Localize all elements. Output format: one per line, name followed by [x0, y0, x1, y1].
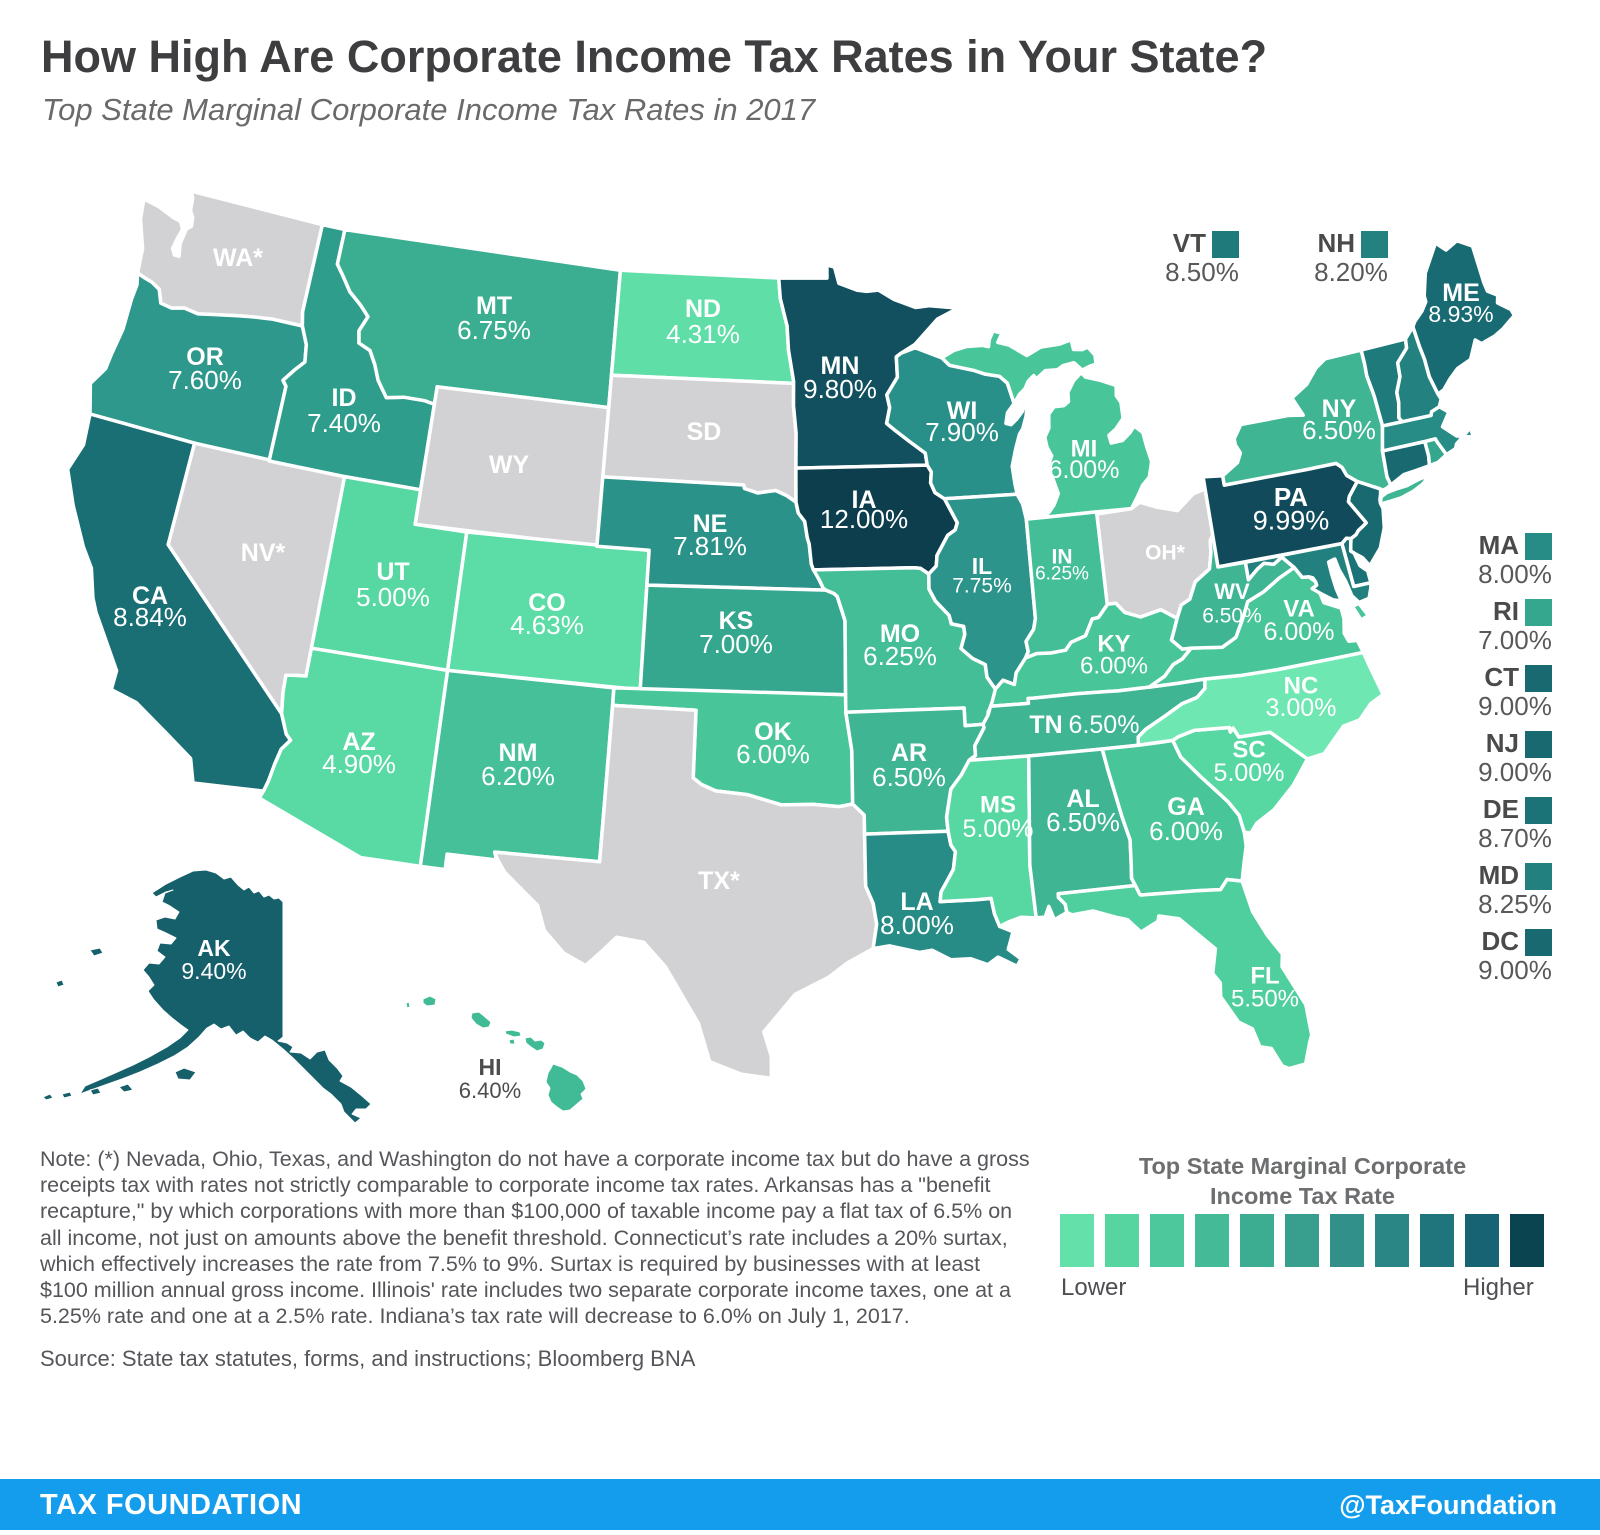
svg-text:OH*: OH* [1145, 542, 1186, 565]
svg-text:NE: NE [693, 510, 728, 538]
svg-text:6.75%: 6.75% [457, 315, 531, 345]
svg-text:WY: WY [489, 451, 530, 479]
svg-text:7.75%: 7.75% [952, 575, 1012, 598]
svg-text:RI: RI [1493, 596, 1519, 626]
svg-text:7.60%: 7.60% [168, 365, 242, 395]
svg-text:NV*: NV* [241, 539, 286, 567]
svg-text:GA: GA [1167, 793, 1205, 821]
svg-text:6.40%: 6.40% [459, 1078, 521, 1103]
svg-text:MO: MO [880, 620, 920, 648]
svg-text:WV: WV [1214, 579, 1250, 604]
svg-text:6.20%: 6.20% [481, 761, 555, 791]
svg-text:UT: UT [376, 558, 409, 586]
svg-text:6.00%: 6.00% [1080, 653, 1148, 680]
svg-text:9.80%: 9.80% [803, 374, 877, 404]
svg-text:SC: SC [1232, 737, 1265, 764]
svg-text:DE: DE [1483, 794, 1519, 824]
svg-text:6.50%: 6.50% [1069, 711, 1140, 739]
svg-text:HI: HI [479, 1054, 502, 1080]
svg-text:FL: FL [1250, 963, 1279, 990]
svg-text:6.25%: 6.25% [863, 641, 937, 671]
svg-text:4.31%: 4.31% [666, 319, 740, 349]
svg-text:SD: SD [687, 418, 722, 446]
svg-text:AR: AR [891, 739, 927, 767]
svg-text:8.25%: 8.25% [1478, 889, 1552, 919]
svg-text:5.50%: 5.50% [1231, 986, 1299, 1013]
svg-text:6.50%: 6.50% [1302, 415, 1376, 445]
svg-text:9.99%: 9.99% [1253, 506, 1330, 536]
svg-text:PA: PA [1274, 482, 1308, 512]
svg-text:9.40%: 9.40% [181, 958, 246, 984]
svg-text:9.00%: 9.00% [1478, 955, 1552, 985]
svg-text:6.00%: 6.00% [1149, 816, 1223, 846]
svg-text:6.00%: 6.00% [1049, 456, 1120, 484]
svg-text:MS: MS [980, 792, 1016, 819]
svg-text:TX*: TX* [698, 867, 740, 895]
svg-text:8.20%: 8.20% [1314, 257, 1388, 287]
svg-text:MA: MA [1479, 530, 1520, 560]
svg-text:NC: NC [1284, 673, 1319, 700]
svg-text:OR: OR [186, 343, 224, 371]
svg-text:9.00%: 9.00% [1478, 757, 1552, 787]
svg-text:DC: DC [1481, 926, 1519, 956]
svg-text:ID: ID [332, 384, 357, 412]
svg-text:NH: NH [1317, 228, 1355, 258]
svg-text:IA: IA [852, 486, 877, 514]
svg-text:9.00%: 9.00% [1478, 691, 1552, 721]
svg-text:6.50%: 6.50% [872, 762, 946, 792]
svg-text:5.00%: 5.00% [356, 582, 430, 612]
svg-text:LA: LA [900, 888, 933, 916]
svg-text:MD: MD [1479, 860, 1519, 890]
svg-text:8.70%: 8.70% [1478, 823, 1552, 853]
svg-text:VT: VT [1173, 228, 1206, 258]
svg-text:ND: ND [685, 295, 721, 323]
svg-text:ME: ME [1442, 279, 1480, 307]
svg-text:OK: OK [754, 718, 792, 746]
svg-text:WA*: WA* [213, 244, 263, 272]
svg-text:WI: WI [947, 397, 978, 425]
svg-text:AL: AL [1066, 785, 1099, 813]
svg-text:IN: IN [1052, 546, 1073, 569]
svg-text:VA: VA [1283, 596, 1315, 623]
svg-text:7.00%: 7.00% [699, 629, 773, 659]
svg-text:8.00%: 8.00% [1478, 559, 1552, 589]
svg-text:6.50%: 6.50% [1202, 605, 1262, 628]
svg-text:NY: NY [1322, 395, 1357, 423]
svg-text:12.00%: 12.00% [820, 504, 908, 534]
svg-text:6.50%: 6.50% [1046, 807, 1120, 837]
svg-text:TN: TN [1029, 711, 1062, 739]
svg-text:7.90%: 7.90% [925, 417, 999, 447]
svg-text:8.50%: 8.50% [1165, 257, 1239, 287]
svg-text:CO: CO [528, 589, 566, 617]
svg-text:CA: CA [132, 582, 168, 610]
svg-text:MT: MT [476, 292, 512, 320]
svg-text:7.00%: 7.00% [1478, 625, 1552, 655]
svg-text:8.84%: 8.84% [113, 602, 187, 632]
svg-text:4.63%: 4.63% [510, 610, 584, 640]
svg-text:6.25%: 6.25% [1035, 564, 1089, 585]
svg-text:5.00%: 5.00% [963, 815, 1034, 843]
svg-text:4.90%: 4.90% [322, 749, 396, 779]
svg-text:IL: IL [972, 553, 992, 579]
svg-text:MI: MI [1071, 436, 1098, 463]
svg-text:AK: AK [197, 935, 231, 961]
svg-text:7.40%: 7.40% [307, 408, 381, 438]
svg-text:NJ: NJ [1486, 728, 1519, 758]
svg-text:8.00%: 8.00% [880, 910, 954, 940]
svg-text:6.00%: 6.00% [1264, 618, 1335, 646]
svg-text:MN: MN [821, 352, 860, 380]
svg-text:CT: CT [1484, 662, 1519, 692]
svg-text:NM: NM [499, 739, 538, 767]
svg-text:3.00%: 3.00% [1266, 694, 1337, 722]
svg-text:7.81%: 7.81% [673, 531, 747, 561]
svg-text:KY: KY [1097, 631, 1130, 658]
svg-text:5.00%: 5.00% [1214, 759, 1285, 787]
svg-text:KS: KS [719, 607, 754, 635]
svg-text:6.00%: 6.00% [736, 739, 810, 769]
svg-text:8.93%: 8.93% [1428, 301, 1493, 327]
svg-text:AZ: AZ [342, 728, 375, 756]
